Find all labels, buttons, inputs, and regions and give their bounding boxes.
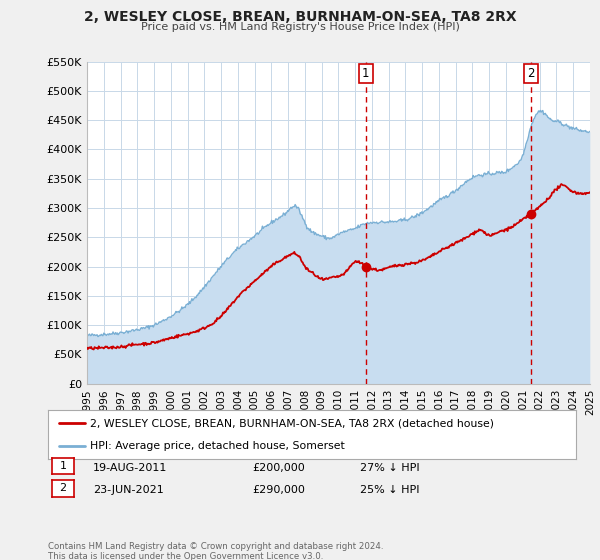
Text: 1: 1: [59, 461, 67, 471]
Text: Price paid vs. HM Land Registry's House Price Index (HPI): Price paid vs. HM Land Registry's House …: [140, 22, 460, 32]
Text: £200,000: £200,000: [252, 463, 305, 473]
Text: 2: 2: [59, 483, 67, 493]
Text: 2, WESLEY CLOSE, BREAN, BURNHAM-ON-SEA, TA8 2RX: 2, WESLEY CLOSE, BREAN, BURNHAM-ON-SEA, …: [83, 10, 517, 24]
Text: Contains HM Land Registry data © Crown copyright and database right 2024.
This d: Contains HM Land Registry data © Crown c…: [48, 542, 383, 560]
Text: 19-AUG-2011: 19-AUG-2011: [93, 463, 167, 473]
Text: £290,000: £290,000: [252, 485, 305, 495]
Text: HPI: Average price, detached house, Somerset: HPI: Average price, detached house, Some…: [90, 441, 345, 451]
Text: 23-JUN-2021: 23-JUN-2021: [93, 485, 164, 495]
Text: 25% ↓ HPI: 25% ↓ HPI: [360, 485, 419, 495]
Text: 2: 2: [527, 67, 535, 80]
Text: 2, WESLEY CLOSE, BREAN, BURNHAM-ON-SEA, TA8 2RX (detached house): 2, WESLEY CLOSE, BREAN, BURNHAM-ON-SEA, …: [90, 418, 494, 428]
Text: 27% ↓ HPI: 27% ↓ HPI: [360, 463, 419, 473]
Text: 1: 1: [362, 67, 370, 80]
